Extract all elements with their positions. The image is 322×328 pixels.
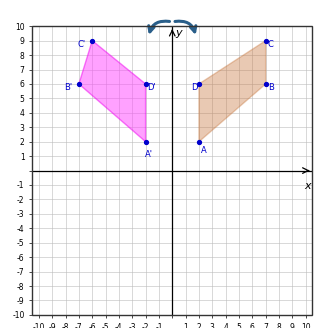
Text: D': D' bbox=[147, 83, 156, 92]
Polygon shape bbox=[199, 41, 266, 142]
Text: A: A bbox=[201, 146, 207, 155]
Text: y: y bbox=[175, 28, 182, 38]
Text: B: B bbox=[268, 83, 273, 92]
Text: D: D bbox=[191, 83, 197, 92]
Text: C': C' bbox=[78, 40, 86, 49]
Text: A': A' bbox=[145, 150, 153, 159]
Polygon shape bbox=[79, 41, 146, 142]
Text: x: x bbox=[304, 181, 311, 191]
Text: B': B' bbox=[64, 83, 72, 92]
Text: C: C bbox=[268, 40, 273, 49]
